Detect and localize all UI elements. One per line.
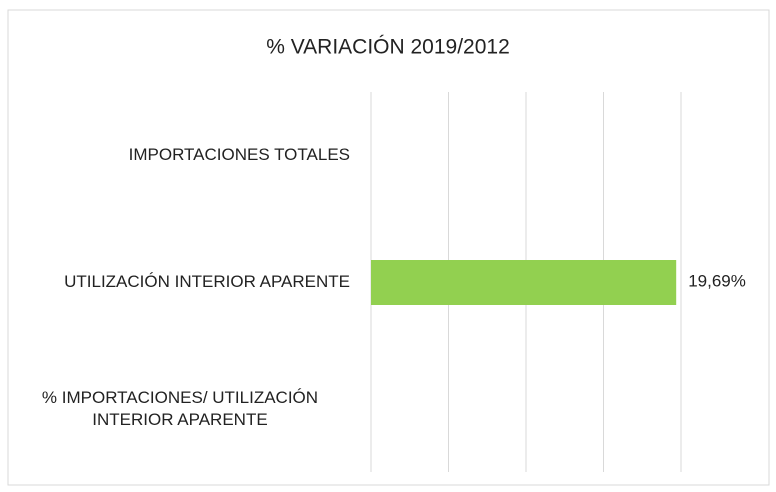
y-tick-label: IMPORTACIONES TOTALES [10,144,350,166]
chart-border [7,9,770,486]
y-tick-label-text: UTILIZACIÓN INTERIOR APARENTE [64,272,350,291]
data-label: 19,69% [688,271,746,290]
bar [371,260,677,305]
chart-title: % VARIACIÓN 2019/2012 [266,36,510,59]
y-tick-label: % IMPORTACIONES/ UTILIZACIÓN INTERIOR AP… [10,387,350,431]
y-tick-label-text: IMPORTACIONES TOTALES [128,145,350,165]
y-tick-label: UTILIZACIÓN INTERIOR APARENTE [10,271,350,293]
y-tick-label-text: % IMPORTACIONES/ UTILIZACIÓN INTERIOR AP… [41,387,319,429]
